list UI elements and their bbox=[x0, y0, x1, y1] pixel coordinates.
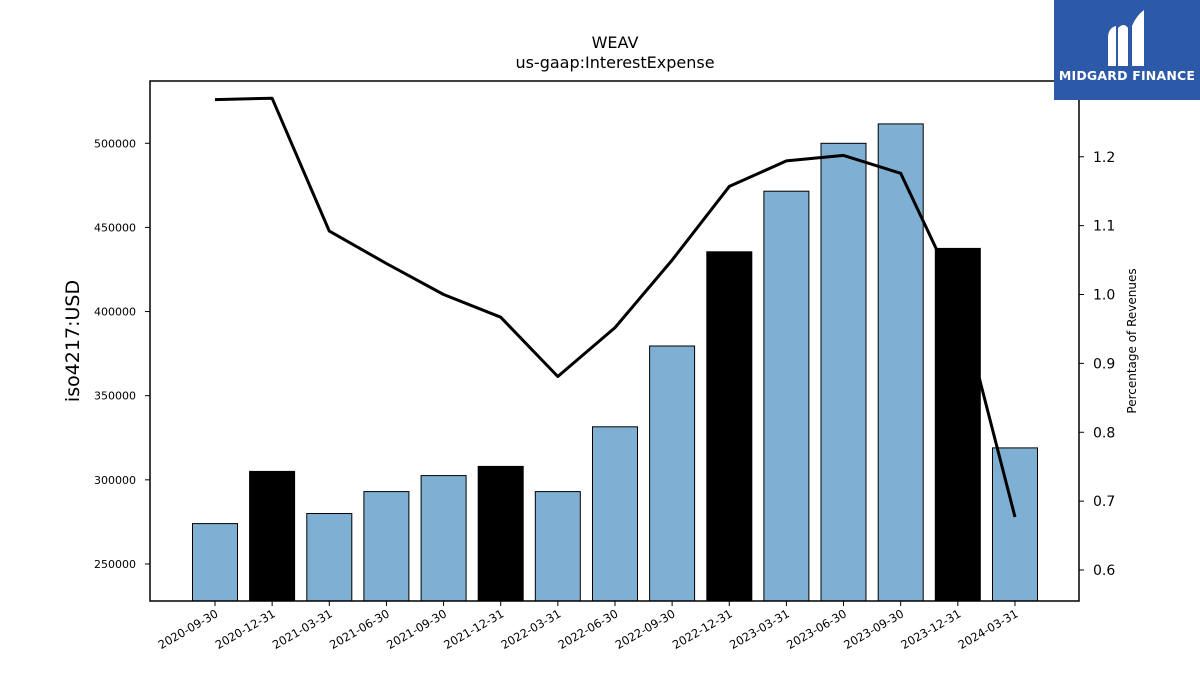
y-tick-label: 300000 bbox=[94, 474, 136, 487]
x-tick-label: 2023-03-31 bbox=[727, 606, 792, 652]
bar-2023-03-31 bbox=[763, 190, 810, 602]
y-tick-label: 400000 bbox=[94, 306, 136, 319]
bar-2024-03-31 bbox=[992, 447, 1038, 602]
logo-text: MIDGARD FINANCE bbox=[1058, 68, 1196, 83]
bar-2022-06-30 bbox=[592, 426, 638, 602]
chart-title: WEAV bbox=[592, 33, 639, 52]
x-tick-label: 2020-09-30 bbox=[156, 606, 221, 652]
line-series bbox=[214, 96, 1017, 518]
y2-tick-label: 0.7 bbox=[1093, 494, 1115, 510]
y-tick-label: 350000 bbox=[94, 390, 136, 403]
y2-tick-label: 1.0 bbox=[1093, 288, 1115, 304]
y2-tick-label: 0.8 bbox=[1093, 425, 1115, 441]
bar-2023-12-31 bbox=[934, 247, 981, 602]
y2-tick-label: 0.6 bbox=[1093, 563, 1115, 579]
x-tick-label: 2023-06-30 bbox=[784, 606, 849, 652]
bar-2021-12-31 bbox=[477, 465, 524, 602]
y2-tick-label: 1.1 bbox=[1093, 219, 1115, 235]
y-tick-label: 450000 bbox=[94, 221, 136, 234]
y2-tick-label: 1.2 bbox=[1093, 150, 1115, 166]
bar-2020-09-30 bbox=[192, 523, 238, 602]
y2-tick-label: 0.9 bbox=[1093, 356, 1115, 372]
bar-2021-09-30 bbox=[420, 475, 467, 602]
bar-2022-09-30 bbox=[649, 345, 696, 602]
y2-axis-label: Percentage of Revenues bbox=[1125, 268, 1139, 413]
x-tick-label: 2023-09-30 bbox=[841, 606, 906, 652]
x-tick-label: 2022-12-31 bbox=[670, 606, 735, 652]
right-axis: 0.6 0.7 0.8 0.9 1.0 1.1 1.2 bbox=[1079, 150, 1115, 579]
bar-series bbox=[192, 123, 1038, 602]
x-tick-label: 2021-03-31 bbox=[270, 606, 335, 652]
brand-logo: MIDGARD FINANCE bbox=[1054, 0, 1200, 100]
x-tick-label: 2023-12-31 bbox=[898, 606, 963, 652]
x-axis: 2020-09-302020-12-312021-03-312021-06-30… bbox=[156, 601, 1021, 652]
bar-2022-12-31 bbox=[706, 251, 753, 602]
x-tick-label: 2022-03-31 bbox=[498, 606, 563, 652]
bar-2022-03-31 bbox=[534, 491, 581, 602]
chart-subtitle: us-gaap:InterestExpense bbox=[515, 53, 714, 72]
bar-2021-03-31 bbox=[306, 513, 353, 602]
bar-2023-09-30 bbox=[877, 123, 924, 602]
bar-2021-06-30 bbox=[363, 491, 410, 602]
x-tick-label: 2020-12-31 bbox=[213, 606, 278, 652]
left-axis: 250000 300000 350000 400000 450000 500000 bbox=[94, 137, 150, 571]
x-tick-label: 2021-12-31 bbox=[441, 606, 506, 652]
y-tick-label: 250000 bbox=[94, 558, 136, 571]
x-tick-label: 2024-03-31 bbox=[956, 606, 1021, 652]
y-axis-label: iso4217:USD bbox=[62, 280, 84, 402]
x-tick-label: 2022-06-30 bbox=[556, 606, 621, 652]
midgard-logo-icon bbox=[1108, 10, 1144, 66]
y-tick-label: 500000 bbox=[94, 137, 136, 150]
bar-2023-06-30 bbox=[820, 142, 867, 602]
x-tick-label: 2021-09-30 bbox=[384, 606, 449, 652]
bar-2020-12-31 bbox=[249, 470, 296, 602]
x-tick-label: 2022-09-30 bbox=[613, 606, 678, 652]
x-tick-label: 2021-06-30 bbox=[327, 606, 392, 652]
